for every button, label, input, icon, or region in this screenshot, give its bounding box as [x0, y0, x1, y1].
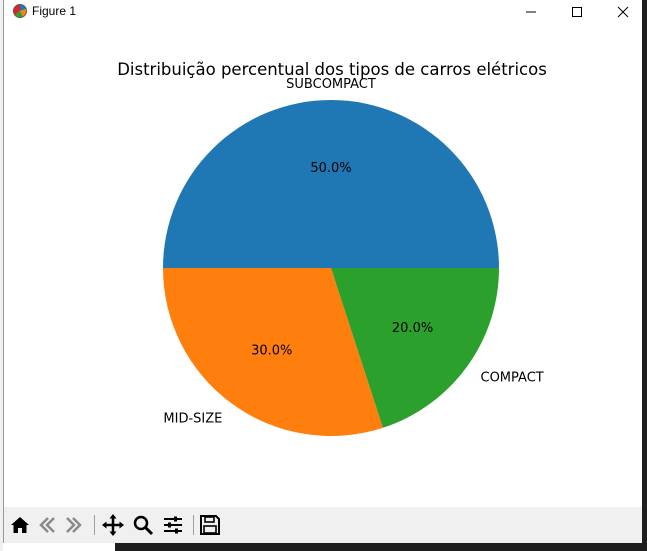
minimize-button[interactable] — [508, 0, 554, 24]
pie-slice-mid-size — [163, 268, 383, 436]
pie-chart: Distribuição percentual dos tipos de car… — [117, 60, 547, 436]
background-window-edge — [0, 0, 3, 551]
zoom-icon — [133, 515, 154, 536]
forward-icon — [66, 517, 82, 533]
matplotlib-icon — [12, 3, 28, 19]
navigation-toolbar — [4, 507, 642, 543]
subplots-icon — [164, 516, 182, 534]
close-button[interactable] — [600, 0, 646, 24]
maximize-button[interactable] — [554, 0, 600, 24]
subplots-button[interactable] — [161, 513, 185, 537]
pan-icon — [102, 514, 124, 536]
forward-button[interactable] — [62, 513, 86, 537]
window-title: Figure 1 — [32, 4, 77, 18]
pie-slice-compact — [331, 268, 499, 428]
background-taskbar-edge — [115, 543, 647, 551]
figure-canvas[interactable]: Distribuição percentual dos tipos de car… — [4, 24, 642, 507]
back-icon — [39, 517, 55, 533]
pie-slice-subcompact — [163, 100, 499, 268]
pan-button[interactable] — [101, 513, 125, 537]
home-button[interactable] — [8, 513, 32, 537]
minimize-icon — [526, 11, 536, 13]
figure-window: Figure 1 Distribuição percentual dos tip… — [3, 0, 642, 543]
close-icon — [617, 6, 629, 18]
maximize-icon — [572, 7, 582, 17]
pie-category-label: MID-SIZE — [163, 412, 222, 427]
toolbar-separator — [193, 515, 194, 535]
toolbar-separator — [94, 515, 95, 535]
back-button[interactable] — [35, 513, 59, 537]
home-icon — [11, 517, 29, 533]
pie-category-label: COMPACT — [481, 371, 544, 386]
background-editor-edge — [640, 0, 647, 551]
pie-percent-label: 50.0% — [310, 161, 351, 176]
save-button[interactable] — [198, 513, 222, 537]
zoom-button[interactable] — [131, 513, 155, 537]
pie-category-label: SUBCOMPACT — [286, 77, 376, 92]
save-icon — [200, 515, 220, 535]
pie-percent-label: 30.0% — [251, 344, 292, 359]
chart-title: Distribuição percentual dos tipos de car… — [117, 60, 547, 79]
pie-percent-label: 20.0% — [392, 321, 433, 336]
title-bar[interactable]: Figure 1 — [4, 0, 642, 24]
